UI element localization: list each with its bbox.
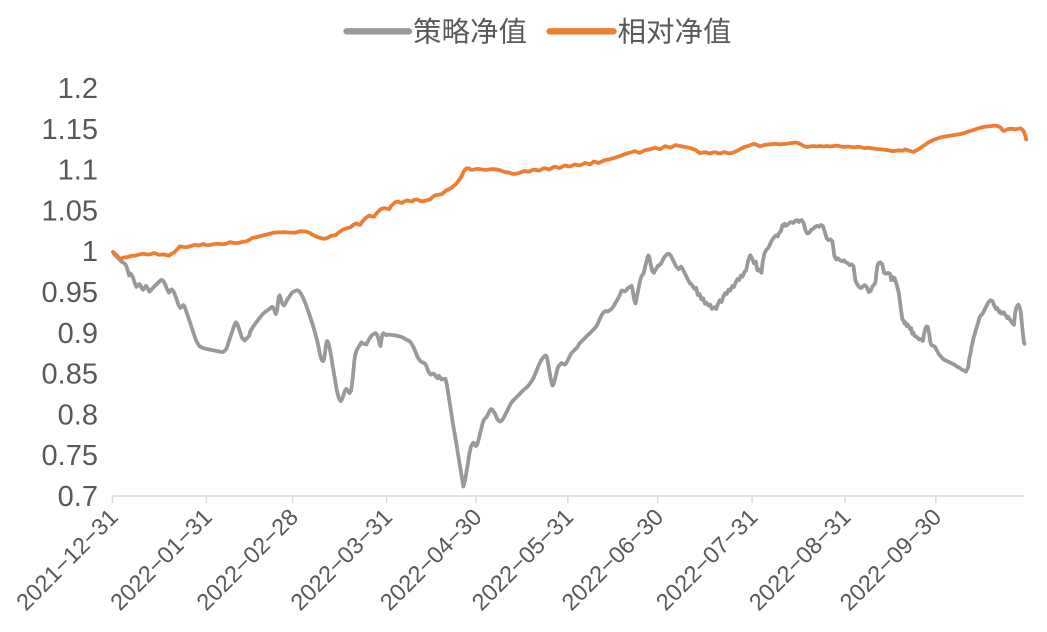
svg-text:0.9: 0.9 bbox=[58, 318, 98, 350]
svg-text:0.8: 0.8 bbox=[58, 399, 98, 431]
svg-text:1.1: 1.1 bbox=[58, 155, 98, 187]
svg-text:0.75: 0.75 bbox=[42, 440, 98, 472]
svg-text:1: 1 bbox=[82, 236, 98, 268]
svg-text:0.7: 0.7 bbox=[58, 481, 98, 513]
svg-text:0.85: 0.85 bbox=[42, 359, 98, 391]
svg-text:1.05: 1.05 bbox=[42, 195, 98, 227]
svg-text:0.95: 0.95 bbox=[42, 277, 98, 309]
svg-text:1.2: 1.2 bbox=[58, 73, 98, 105]
svg-text:1.15: 1.15 bbox=[42, 114, 98, 146]
